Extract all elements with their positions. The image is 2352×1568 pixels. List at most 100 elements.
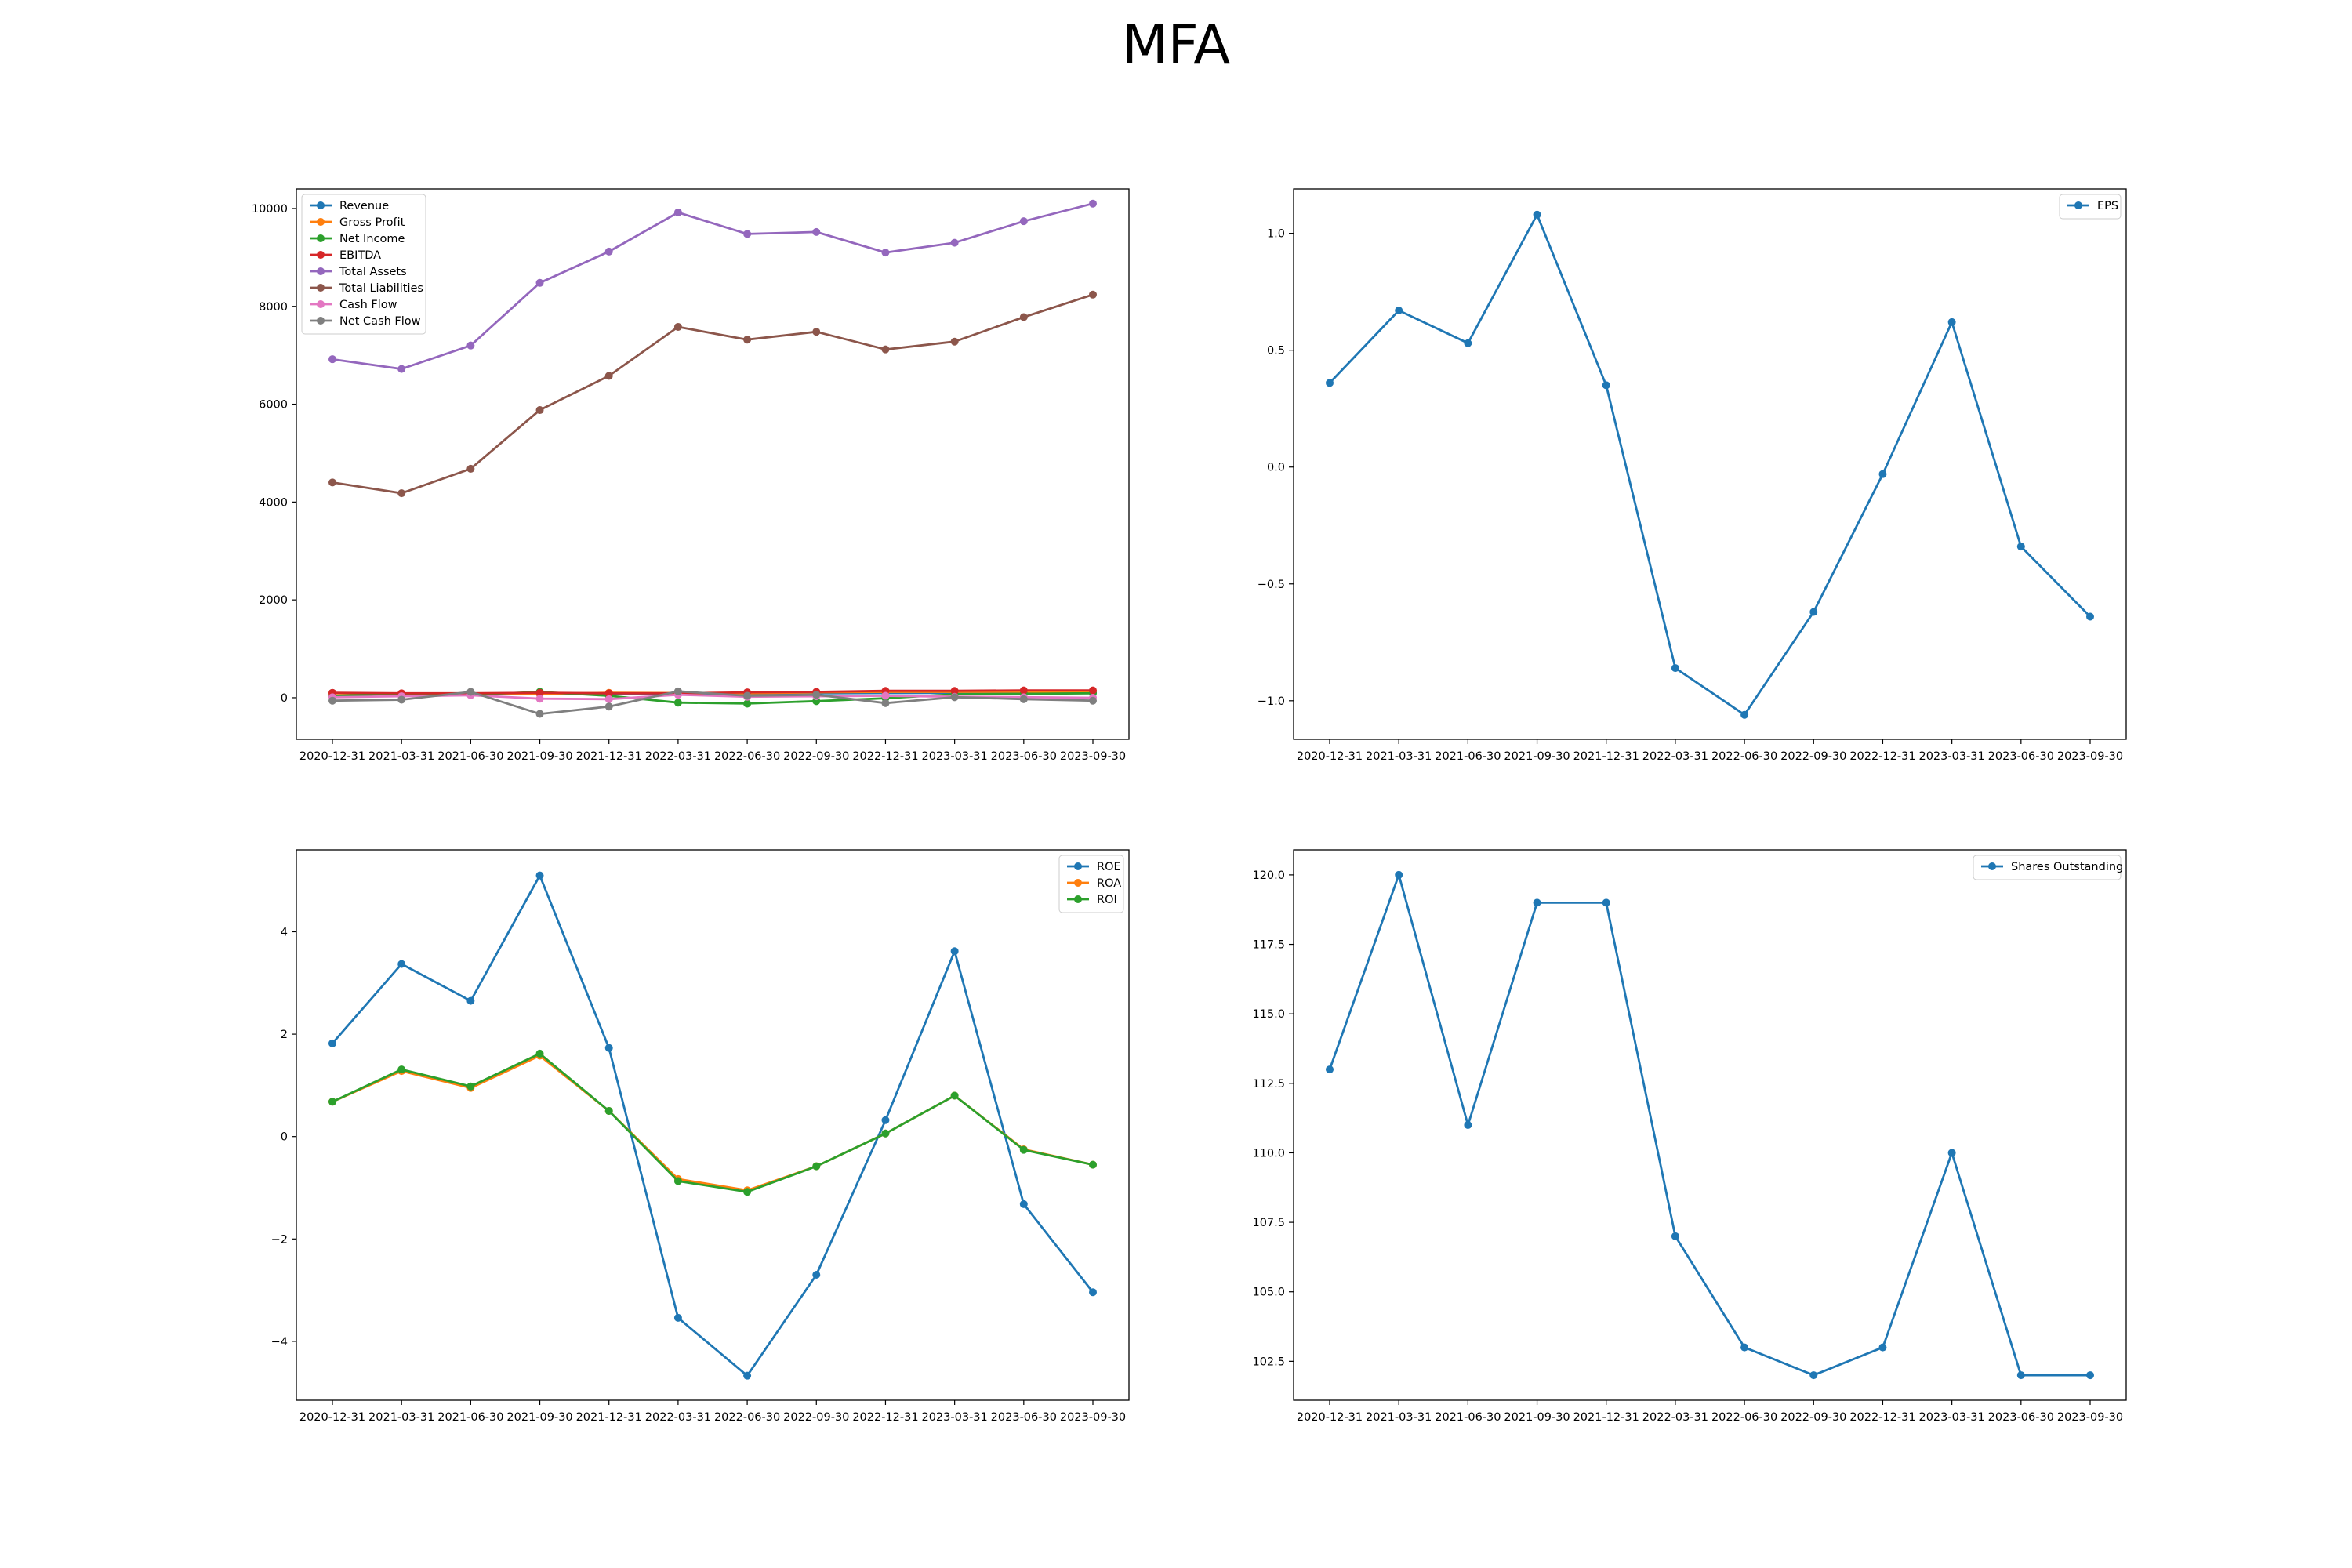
series-line xyxy=(1328,213,2091,717)
data-point xyxy=(1019,217,1028,226)
data-point xyxy=(397,695,406,704)
data-point xyxy=(466,464,475,473)
series-roe xyxy=(328,871,1097,1380)
data-point xyxy=(328,696,336,705)
x-tick-label: 2021-12-31 xyxy=(576,750,642,763)
y-tick-label: 6000 xyxy=(259,399,288,412)
data-point xyxy=(1089,1160,1097,1169)
chart-4: 2020-12-31 2021-03-31 2021-06-30 2021-09-30… xyxy=(1252,849,2127,1424)
legend-label: ROI xyxy=(1097,894,1117,906)
data-point xyxy=(673,322,682,331)
plot-frame xyxy=(1293,188,2127,740)
data-point xyxy=(950,238,959,247)
y-tick-label: 115.0 xyxy=(1252,1008,1285,1021)
data-point xyxy=(1947,318,1956,326)
legend-label: Cash Flow xyxy=(339,299,397,311)
data-point xyxy=(328,355,336,364)
data-point xyxy=(1671,664,1679,673)
data-point xyxy=(673,699,682,707)
legend-label: Net Cash Flow xyxy=(339,315,421,328)
data-point xyxy=(397,1065,406,1074)
x-tick-label: 2023-09-30 xyxy=(2057,1411,2123,1424)
y-tick-label: 105.0 xyxy=(1252,1287,1285,1299)
data-point xyxy=(950,687,959,695)
data-point xyxy=(1602,898,1610,907)
x-tick-label: 2023-03-31 xyxy=(1918,1411,1984,1424)
data-point xyxy=(1947,1149,1956,1157)
data-point xyxy=(1878,1343,1887,1352)
data-point xyxy=(1089,1288,1097,1297)
x-tick-label: 2023-06-30 xyxy=(991,1411,1057,1424)
legend-label: Gross Profit xyxy=(339,216,405,229)
legend-label: EBITDA xyxy=(339,249,381,262)
legend-marker xyxy=(317,267,325,275)
data-point xyxy=(604,695,613,703)
data-point xyxy=(950,337,959,346)
x-tick-label: 2021-06-30 xyxy=(1435,750,1501,763)
series-shares-outstanding xyxy=(1326,870,2094,1380)
x-tick-label: 2021-03-31 xyxy=(368,750,434,763)
series-roi xyxy=(328,1049,1097,1196)
data-point xyxy=(743,699,752,708)
data-point xyxy=(1019,313,1028,321)
x-tick-label: 2023-06-30 xyxy=(1988,1411,2054,1424)
legend: Revenue Gross Profit Net Income EBITDA Total… xyxy=(301,194,426,335)
y-tick-label: 110.0 xyxy=(1252,1147,1285,1160)
legend-marker xyxy=(2074,201,2082,209)
data-point xyxy=(1089,696,1097,705)
data-point xyxy=(1740,1343,1749,1352)
x-tick-label: 2023-09-30 xyxy=(1060,1411,1126,1424)
legend: ROE ROA ROI xyxy=(1058,855,1124,913)
y-tick-label: 107.5 xyxy=(1252,1217,1285,1229)
data-point xyxy=(397,489,406,498)
x-tick-label: 2021-09-30 xyxy=(506,750,572,763)
data-point xyxy=(604,702,613,711)
data-point xyxy=(1326,1065,1334,1074)
series-total-assets xyxy=(328,199,1097,373)
legend-label: ROA xyxy=(1097,877,1121,890)
data-point xyxy=(673,687,682,695)
y-tick-label: −1.0 xyxy=(1258,695,1285,708)
data-point xyxy=(1809,1371,1818,1380)
y-tick-label: 112.5 xyxy=(1252,1078,1285,1091)
x-tick-label: 2020-12-31 xyxy=(299,1411,365,1424)
data-point xyxy=(466,1082,475,1091)
series-roa xyxy=(328,1051,1097,1195)
data-point xyxy=(1464,339,1472,347)
y-tick-label: 0 xyxy=(281,1131,288,1144)
data-point xyxy=(1395,307,1403,315)
data-point xyxy=(535,406,544,415)
legend-marker xyxy=(317,317,325,325)
y-tick-label: 2000 xyxy=(259,594,288,607)
data-point xyxy=(673,1313,682,1322)
legend-label: Revenue xyxy=(339,200,389,212)
series-line xyxy=(332,293,1094,495)
plot-frame xyxy=(296,849,1130,1401)
x-tick-label: 2021-09-30 xyxy=(1504,750,1570,763)
legend-marker xyxy=(317,234,325,242)
legend-marker xyxy=(317,300,325,308)
x-tick-label: 2021-03-31 xyxy=(368,1411,434,1424)
data-point xyxy=(881,1129,890,1138)
data-point xyxy=(1395,870,1403,879)
data-point xyxy=(604,689,613,698)
series-line xyxy=(332,690,1094,715)
data-point xyxy=(1089,686,1097,695)
x-tick-label: 2023-09-30 xyxy=(1060,750,1126,763)
data-point xyxy=(1878,470,1887,478)
data-point xyxy=(328,1098,336,1106)
data-point xyxy=(604,1107,613,1116)
x-tick-label: 2021-06-30 xyxy=(1435,1411,1501,1424)
legend-marker xyxy=(317,201,325,209)
x-tick-label: 2023-03-31 xyxy=(921,1411,987,1424)
data-point xyxy=(812,328,821,336)
data-point xyxy=(1533,898,1541,907)
x-tick-label: 2022-12-31 xyxy=(1849,1411,1915,1424)
data-point xyxy=(881,249,890,257)
legend-marker xyxy=(1074,879,1082,887)
x-tick-label: 2021-12-31 xyxy=(576,1411,642,1424)
legend-marker xyxy=(317,284,325,292)
data-point xyxy=(1533,210,1541,219)
series-line xyxy=(1328,873,2090,1377)
